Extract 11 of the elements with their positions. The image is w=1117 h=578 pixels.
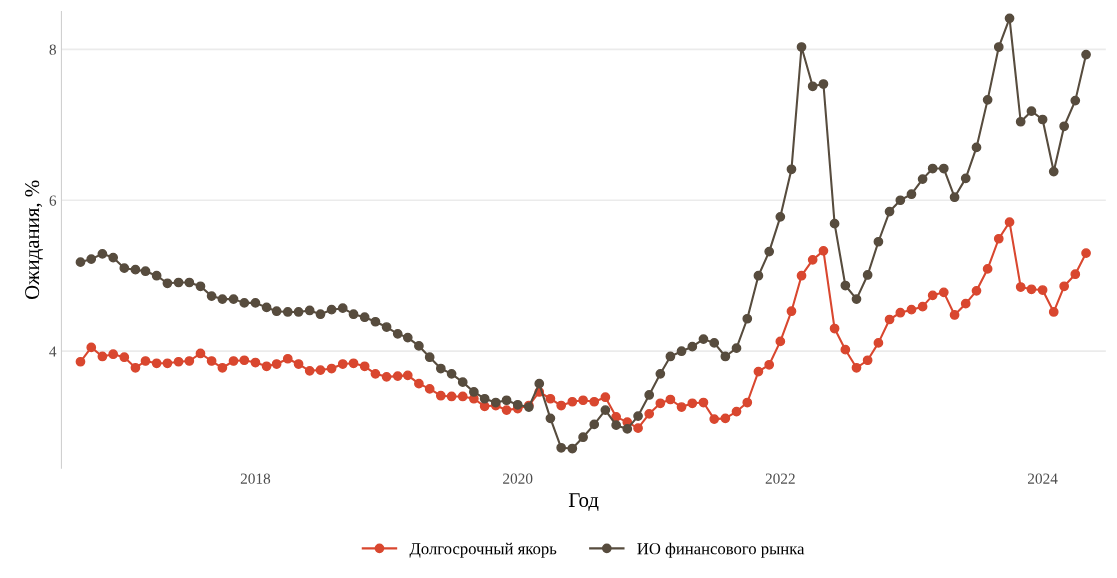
legend-label: ИО финансового рынка (637, 542, 805, 558)
y-axis-title: Ожидания, % (25, 180, 43, 300)
x-axis-title: Год (568, 493, 599, 511)
legend-label: Долгосрочный якорь (409, 542, 557, 558)
y-tick-label: 6 (49, 195, 57, 206)
y-tick-label: 4 (49, 346, 57, 357)
x-tick-label: 2020 (503, 473, 533, 484)
x-tick-label: 2018 (240, 473, 271, 484)
x-tick-label: 2024 (1027, 473, 1058, 484)
y-tick-label: 8 (49, 44, 56, 55)
x-tick-label: 2022 (765, 473, 795, 484)
